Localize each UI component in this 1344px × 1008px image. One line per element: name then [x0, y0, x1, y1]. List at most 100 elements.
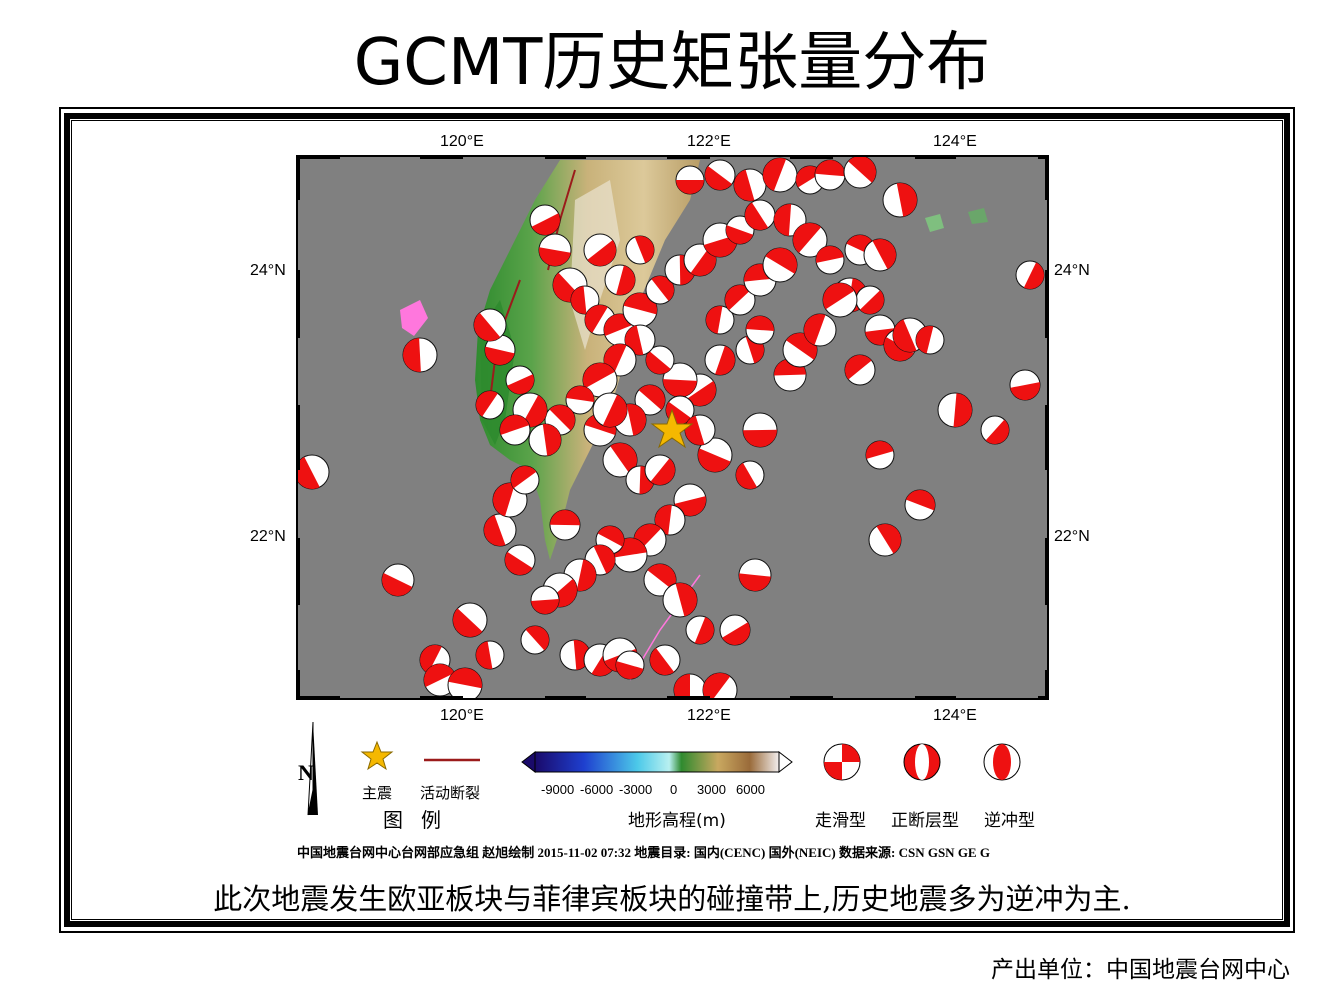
beachball-symbol [644, 454, 676, 486]
beachball-symbol [1009, 369, 1041, 401]
beachball-symbol [673, 673, 707, 699]
beachball-symbol [738, 558, 772, 592]
beachball-symbol [475, 390, 505, 420]
colorbar-tick-label: -9000 [541, 782, 575, 797]
beachball-symbol [915, 325, 945, 355]
legend-normal-icon [903, 743, 941, 781]
beachball-symbol [504, 544, 536, 576]
beachball-symbol [484, 334, 516, 366]
legend-normal-label: 正断层型 [891, 811, 959, 831]
lat-tick-right-22: 22°N [1054, 528, 1090, 545]
colorbar [521, 750, 793, 774]
beachball-symbol [634, 384, 666, 416]
beachball-symbol [592, 392, 628, 428]
beachball-symbol [538, 233, 572, 267]
lon-tick-top-120: 120°E [440, 133, 484, 150]
lon-tick-bottom-120: 120°E [440, 707, 484, 724]
beachball-symbol [602, 442, 638, 478]
lon-tick-top-124: 124°E [933, 133, 977, 150]
beachball-symbol [475, 640, 505, 670]
beachball-symbol [724, 284, 756, 316]
beachball-symbol [704, 344, 736, 376]
beachball-symbol [844, 354, 876, 386]
beachball-symbol [645, 275, 675, 305]
beachball-symbol [565, 385, 595, 415]
beachball-symbol [510, 465, 540, 495]
beachball-symbol [684, 414, 716, 446]
beachball-symbol [742, 412, 778, 448]
beachball-symbol [559, 639, 591, 671]
beachball-symbol [381, 563, 415, 597]
north-arrow [307, 721, 318, 816]
caption: 此次地震发生欧亚板块与菲律宾板块的碰撞带上,历史地震多为逆冲为主. [213, 882, 1131, 916]
lon-tick-bottom-122: 122°E [687, 707, 731, 724]
beachball-symbol [822, 282, 858, 318]
legend-active-fault-label: 活动断裂 [420, 784, 481, 802]
beachball-symbol [697, 437, 733, 473]
beachball-symbol [937, 392, 973, 428]
taiwan-land [297, 156, 1045, 699]
beachball-symbol [792, 222, 828, 258]
north-label: N [298, 760, 314, 785]
legend-thrust-icon [983, 743, 1021, 781]
page-title: GCMT历史矩张量分布 [353, 26, 991, 100]
beachball-group [297, 156, 1045, 699]
beachball-symbol [685, 615, 715, 645]
beachball-symbol [622, 292, 658, 328]
beachball-symbol [649, 644, 681, 676]
beachball-symbol [583, 233, 617, 267]
beachball-symbol [473, 308, 507, 342]
colorbar-title: 地形高程(m) [628, 811, 726, 831]
colorbar-tick-label: 6000 [736, 782, 765, 797]
beachball-symbol [499, 414, 531, 446]
beachball-symbol [645, 345, 675, 375]
beachball-symbol [625, 235, 655, 265]
map-frame-ticks [296, 155, 1049, 700]
lon-tick-bottom-124: 124°E [933, 707, 977, 724]
beachball-symbol [745, 315, 775, 345]
beachball-symbol [863, 238, 897, 272]
beachball-symbol [662, 582, 698, 618]
beachball-symbol [604, 264, 636, 296]
legend-title: 图例 [383, 808, 459, 832]
colorbar-tick-label: 0 [670, 782, 678, 797]
colorbar-tick-label: 3000 [697, 782, 726, 797]
legend-strike-slip-label: 走滑型 [815, 811, 866, 831]
legend-thrust-label: 逆冲型 [984, 811, 1035, 831]
beachball-symbol [662, 362, 698, 398]
beachball-symbol [483, 513, 517, 547]
beachball-symbol [719, 614, 751, 646]
beachball-symbol [419, 644, 451, 676]
colorbar-tick-label: -6000 [580, 782, 614, 797]
legend-main-shock-label: 主震 [362, 784, 393, 802]
figure-frame-inner [71, 120, 1283, 920]
figure-frame-outer [59, 107, 1295, 933]
beachball-symbol [904, 489, 936, 521]
lat-tick-left-22: 22°N [250, 528, 286, 545]
beachball-symbol [733, 168, 767, 202]
legend-strike-slip-icon [823, 743, 861, 781]
lat-tick-right-24: 24°N [1054, 262, 1090, 279]
beachball-symbol [735, 460, 765, 490]
beachball-symbol [882, 182, 918, 218]
beachball-symbol [520, 625, 550, 655]
beachball-symbol [447, 667, 483, 699]
beachball-symbol [402, 337, 438, 373]
beachball-symbol [762, 247, 798, 283]
beachball-symbol [762, 157, 798, 193]
beachball-symbol [528, 423, 562, 457]
legend-star-icon [360, 740, 394, 771]
beachball-symbol [843, 156, 877, 189]
beachball-symbol [297, 454, 330, 490]
credit-line: 中国地震台网中心台网部应急组 赵旭绘制 2015-11-02 07:32 地震目… [297, 845, 990, 860]
beachball-symbol [549, 509, 581, 541]
figure-frame [64, 113, 1290, 927]
beachball-symbol [868, 523, 902, 557]
beachball-symbol [702, 672, 738, 699]
beachball-symbol [803, 313, 837, 347]
beachball-symbol [452, 602, 488, 638]
beachball-symbol [615, 650, 645, 680]
lat-tick-left-24: 24°N [250, 262, 286, 279]
beachball-symbol [980, 415, 1010, 445]
